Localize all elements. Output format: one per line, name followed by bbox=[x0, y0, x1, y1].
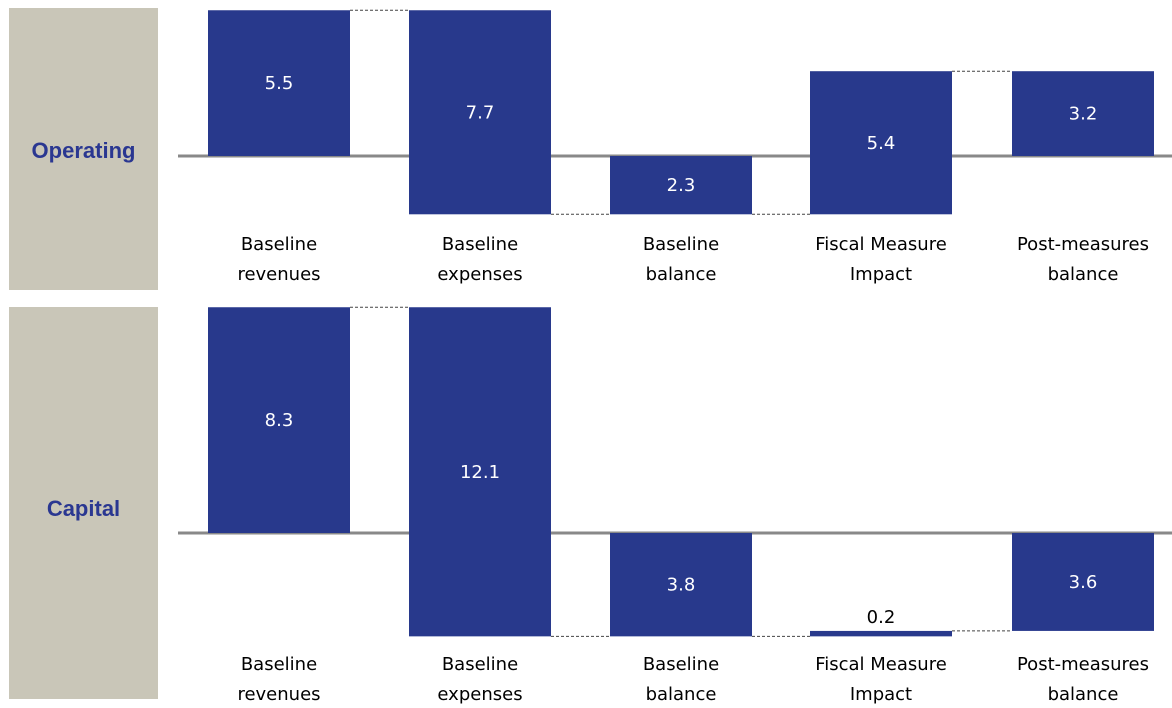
operating-bar-value-0: 5.5 bbox=[265, 73, 294, 94]
operating-panel-title: Operating bbox=[31, 138, 136, 163]
capital-category-label-4-line-1: balance bbox=[1048, 684, 1119, 705]
operating-category-label-0-line-0: Baseline bbox=[241, 234, 317, 255]
operating-bar-value-2: 2.3 bbox=[667, 175, 696, 196]
capital-bar-0 bbox=[208, 307, 350, 533]
operating-category-label-4-line-1: balance bbox=[1048, 264, 1119, 285]
operating-panel-label-box: Operating bbox=[9, 8, 158, 290]
capital-panel-label-box: Capital bbox=[9, 307, 158, 699]
operating-category-label-1-line-1: expenses bbox=[437, 264, 522, 285]
capital-category-label-4-line-0: Post-measures bbox=[1017, 654, 1149, 675]
operating-bar-4 bbox=[1012, 71, 1154, 156]
capital-bar-2 bbox=[610, 533, 752, 637]
capital-bar-value-0: 8.3 bbox=[265, 410, 294, 431]
capital-bar-value-4: 3.6 bbox=[1069, 572, 1098, 593]
operating-bar-3 bbox=[810, 71, 952, 215]
capital-category-label-2-line-0: Baseline bbox=[643, 654, 719, 675]
capital-category-label-1-line-1: expenses bbox=[437, 684, 522, 705]
capital-bar-1 bbox=[409, 307, 551, 637]
operating-bar-value-4: 3.2 bbox=[1069, 104, 1098, 125]
operating-bar-value-1: 7.7 bbox=[466, 102, 495, 123]
operating-bar-0 bbox=[208, 10, 350, 156]
operating-category-label-1-line-0: Baseline bbox=[442, 234, 518, 255]
operating-category-label-2-line-0: Baseline bbox=[643, 234, 719, 255]
capital-category-label-0-line-1: revenues bbox=[237, 684, 320, 705]
capital-category-label-2-line-1: balance bbox=[646, 684, 717, 705]
operating-bar-1 bbox=[409, 10, 551, 215]
capital-bar-value-2: 3.8 bbox=[667, 575, 696, 596]
capital-bar-value-1: 12.1 bbox=[460, 462, 500, 483]
capital-category-label-3-line-1: Impact bbox=[850, 684, 912, 705]
operating-category-label-3-line-0: Fiscal Measure bbox=[815, 234, 947, 255]
capital-bar-value-3: 0.2 bbox=[867, 607, 896, 628]
capital-bar-4 bbox=[1012, 533, 1154, 631]
operating-bar-2 bbox=[610, 156, 752, 215]
capital-category-label-0-line-0: Baseline bbox=[241, 654, 317, 675]
operating-category-label-4-line-0: Post-measures bbox=[1017, 234, 1149, 255]
capital-bar-3 bbox=[810, 630, 952, 637]
capital-category-label-3-line-0: Fiscal Measure bbox=[815, 654, 947, 675]
operating-category-label-2-line-1: balance bbox=[646, 264, 717, 285]
operating-bar-value-3: 5.4 bbox=[867, 133, 896, 154]
operating-category-label-3-line-1: Impact bbox=[850, 264, 912, 285]
capital-panel-title: Capital bbox=[46, 496, 121, 521]
operating-category-label-0-line-1: revenues bbox=[237, 264, 320, 285]
capital-category-label-1-line-0: Baseline bbox=[442, 654, 518, 675]
